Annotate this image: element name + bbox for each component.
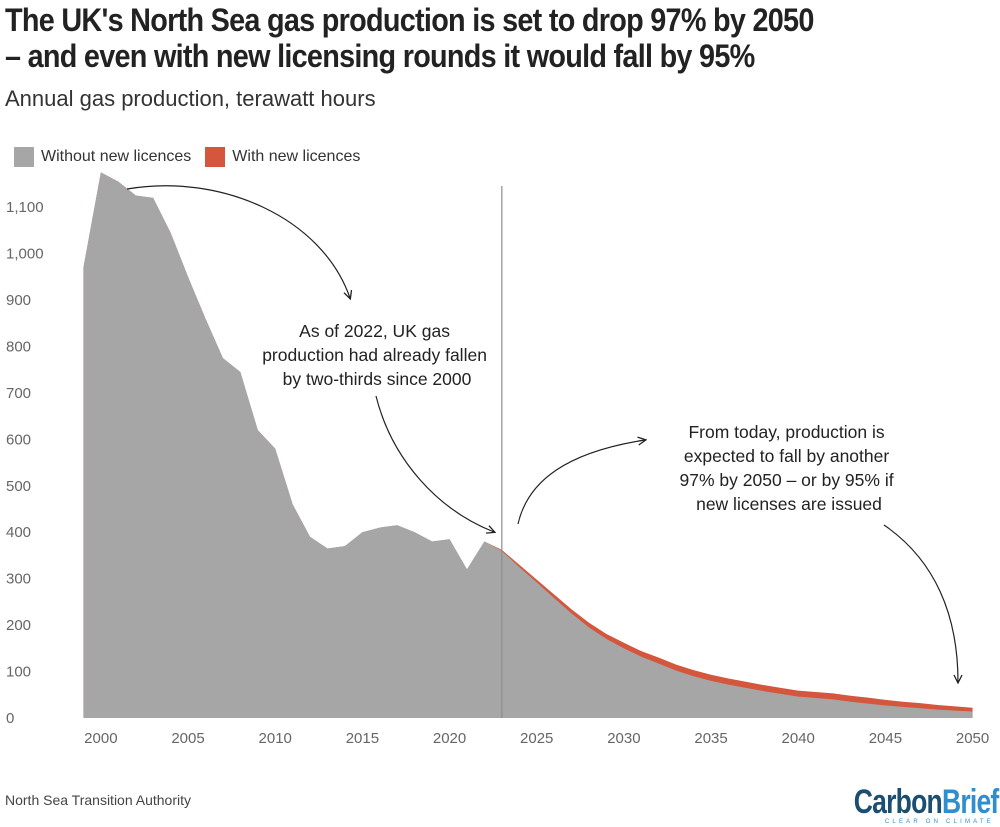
arrow-text-to-2050	[883, 524, 958, 682]
annotation-2022-line-2: production had already fallen	[262, 345, 487, 365]
y-tick-label: 300	[6, 571, 31, 588]
annotation-forecast-line-3: 97% by 2050 – or by 95% if	[680, 470, 894, 490]
y-tick-label: 1,100	[6, 199, 44, 216]
x-tick-label: 2020	[433, 730, 466, 747]
x-tick-label: 2025	[520, 730, 553, 747]
area-without-new-licences	[83, 172, 973, 719]
x-tick-label: 2030	[607, 730, 640, 747]
y-tick-label: 200	[6, 617, 31, 634]
carbonbrief-logo: CarbonBrief CLEAR ON CLIMATE	[838, 783, 998, 827]
annotation-2022-line-1: As of 2022, UK gas	[299, 321, 450, 341]
x-tick-label: 2010	[259, 730, 292, 747]
annotations: As of 2022, UK gas production had alread…	[262, 321, 899, 514]
y-tick-label: 400	[6, 524, 31, 541]
y-tick-label: 800	[6, 338, 31, 355]
area-chart: 0 100 200 300 400 500 600 700 800 900 1,000 1,100 2…	[6, 172, 989, 747]
logo-tagline: CLEAR ON CLIMATE	[884, 819, 994, 825]
annotation-forecast-line-1: From today, production is	[688, 422, 884, 442]
y-tick-label: 600	[6, 431, 31, 448]
y-tick-label: 700	[6, 385, 31, 402]
x-tick-label: 2045	[869, 730, 902, 747]
y-tick-label: 900	[6, 292, 31, 309]
y-axis-ticks: 0 100 200 300 400 500 600 700 800 900 1,000 1,100	[6, 199, 44, 727]
legend-swatch-without	[14, 147, 34, 167]
logo-part-2: Brief	[941, 783, 998, 821]
x-tick-label: 2005	[171, 730, 204, 747]
x-tick-label: 2035	[694, 730, 727, 747]
annotation-forecast: From today, production is expected to fa…	[680, 422, 899, 514]
chart-title-line-1: The UK's North Sea gas production is set…	[5, 2, 814, 38]
arrow-text-to-2022	[375, 395, 494, 532]
x-tick-label: 2050	[956, 730, 989, 747]
y-tick-label: 1,000	[6, 246, 44, 263]
legend-label-with: With new licences	[232, 148, 361, 165]
arrow-peak-to-text	[126, 185, 350, 298]
chart-title-line-2: – and even with new licensing rounds it …	[5, 38, 755, 74]
y-tick-label: 500	[6, 478, 31, 495]
x-tick-label: 2015	[346, 730, 379, 747]
y-tick-label: 100	[6, 664, 31, 681]
x-tick-label: 2040	[782, 730, 815, 747]
legend: Without new licences With new licences	[14, 147, 374, 167]
logo-wordmark: CarbonBrief	[853, 783, 998, 822]
chart-subtitle: Annual gas production, terawatt hours	[5, 86, 376, 111]
annotation-2022: As of 2022, UK gas production had alread…	[262, 321, 492, 389]
legend-swatch-with	[205, 147, 226, 167]
annotation-forecast-line-2: expected to fall by another	[684, 446, 889, 466]
legend-item-with: With new licences	[205, 147, 360, 167]
y-tick-label: 0	[6, 710, 14, 727]
x-axis-ticks: 2000 2005 2010 2015 2020 2025 2030 2035 2040 2045…	[84, 730, 989, 747]
legend-label-without: Without new licences	[41, 148, 192, 165]
logo-part-1: Carbon	[853, 783, 942, 821]
arrow-today-to-forecast	[517, 440, 645, 525]
x-tick-label: 2000	[84, 730, 117, 747]
annotation-2022-line-3: by two-thirds since 2000	[283, 369, 472, 389]
annotation-forecast-line-4: new licenses are issued	[696, 494, 882, 514]
legend-item-without: Without new licences	[14, 147, 191, 167]
chart-title: The UK's North Sea gas production is set…	[5, 2, 896, 74]
annotation-arrows	[126, 185, 958, 682]
source-note: North Sea Transition Authority	[5, 792, 191, 808]
area-layer	[83, 172, 973, 719]
